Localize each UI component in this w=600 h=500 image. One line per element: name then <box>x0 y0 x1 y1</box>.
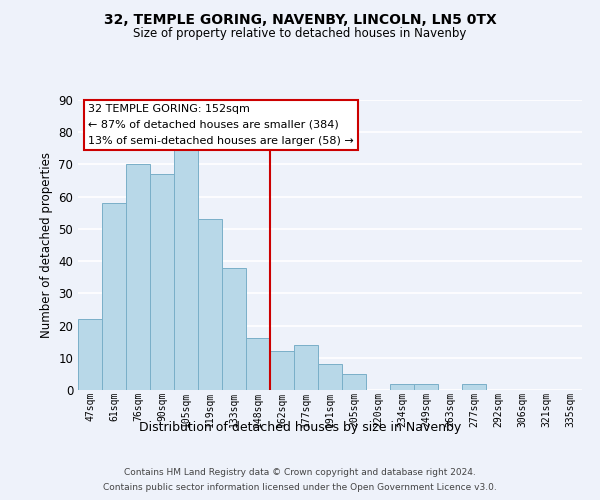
Bar <box>102 203 126 390</box>
Y-axis label: Number of detached properties: Number of detached properties <box>40 152 53 338</box>
Text: Contains HM Land Registry data © Crown copyright and database right 2024.: Contains HM Land Registry data © Crown c… <box>124 468 476 477</box>
Text: Distribution of detached houses by size in Navenby: Distribution of detached houses by size … <box>139 421 461 434</box>
Bar <box>462 384 486 390</box>
Bar <box>78 319 102 390</box>
Bar <box>270 352 294 390</box>
Bar <box>150 174 174 390</box>
Bar <box>174 148 198 390</box>
Bar <box>222 268 246 390</box>
Bar <box>126 164 150 390</box>
Bar <box>318 364 342 390</box>
Bar <box>342 374 366 390</box>
Bar <box>390 384 414 390</box>
Bar <box>246 338 270 390</box>
Text: Contains public sector information licensed under the Open Government Licence v3: Contains public sector information licen… <box>103 483 497 492</box>
Text: 32, TEMPLE GORING, NAVENBY, LINCOLN, LN5 0TX: 32, TEMPLE GORING, NAVENBY, LINCOLN, LN5… <box>104 12 496 26</box>
Bar <box>198 219 222 390</box>
Bar <box>414 384 438 390</box>
Text: 32 TEMPLE GORING: 152sqm
← 87% of detached houses are smaller (384)
13% of semi-: 32 TEMPLE GORING: 152sqm ← 87% of detach… <box>88 104 354 146</box>
Text: Size of property relative to detached houses in Navenby: Size of property relative to detached ho… <box>133 28 467 40</box>
Bar <box>294 345 318 390</box>
